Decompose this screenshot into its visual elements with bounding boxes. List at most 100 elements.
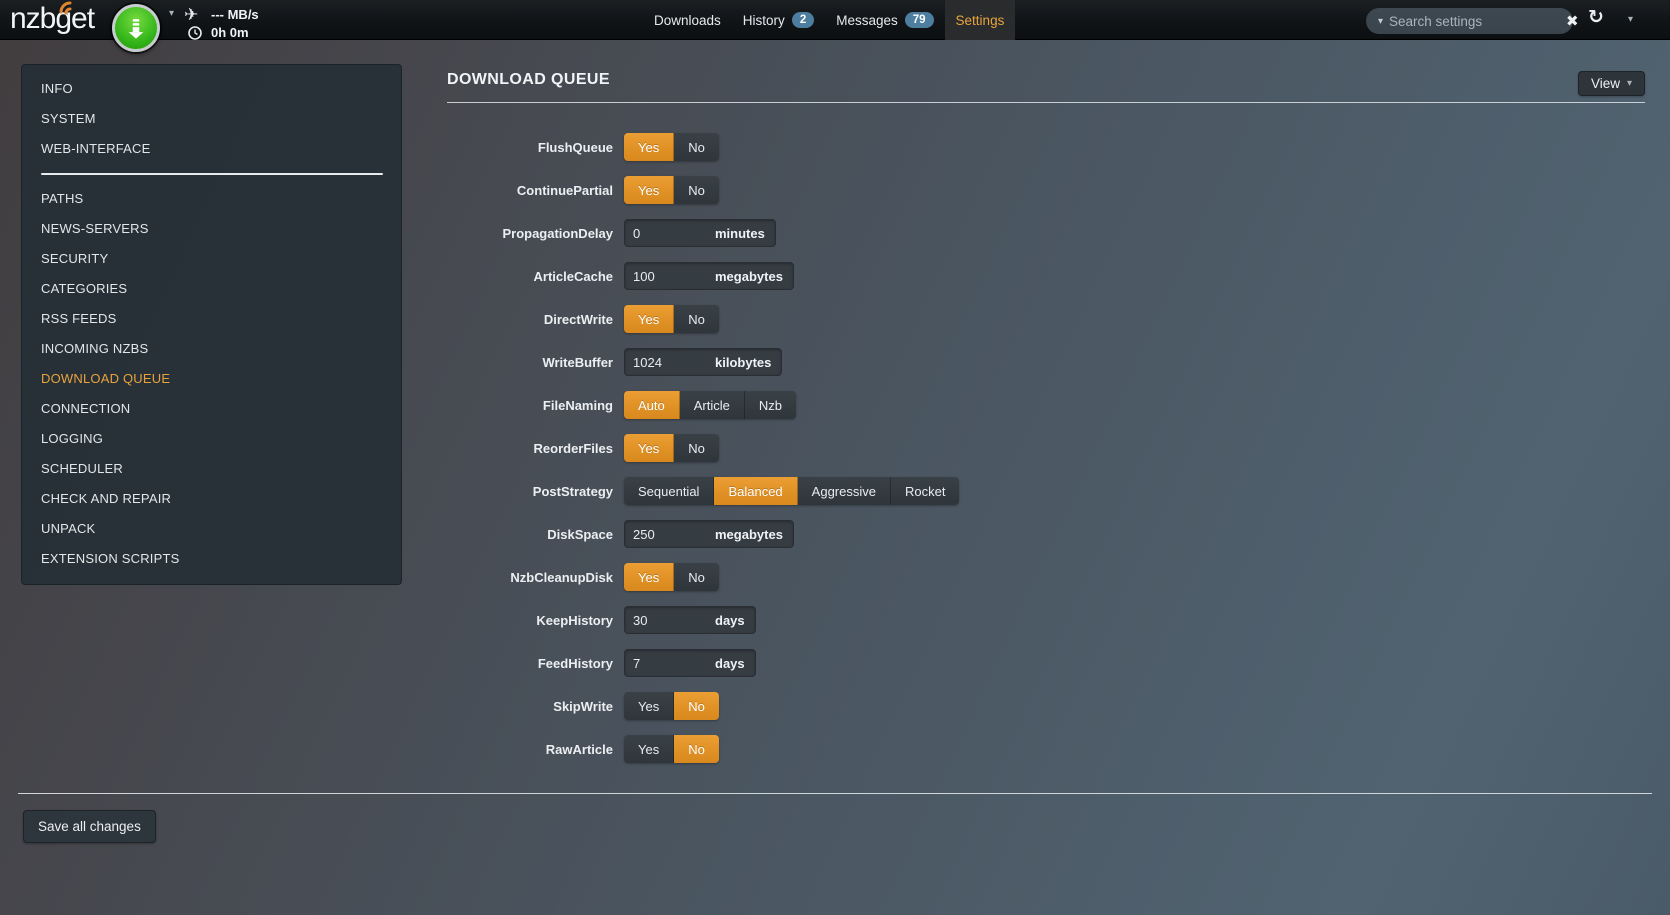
- logo-signal-icon: [59, 1, 72, 15]
- nav-tab-label: Downloads: [654, 12, 721, 28]
- sidebar-item-news-servers[interactable]: NEWS-SERVERS: [41, 221, 149, 236]
- continuepartial-option-yes[interactable]: Yes: [624, 176, 675, 204]
- save-all-changes-button[interactable]: Save all changes: [23, 810, 156, 843]
- search-clear-icon[interactable]: ✖: [1566, 12, 1579, 30]
- sidebar-divider: [41, 173, 383, 175]
- sidebar-item-security[interactable]: SECURITY: [41, 251, 109, 266]
- nav-tab-label: Messages: [836, 12, 898, 28]
- nav-badge: 79: [904, 12, 934, 28]
- footer-divider: [18, 793, 1652, 794]
- clock-icon: [188, 26, 202, 40]
- speed-indicator: --- MB/s: [211, 7, 259, 22]
- continuepartial-option-no[interactable]: No: [674, 176, 719, 204]
- refresh-menu-caret-icon[interactable]: ▾: [1628, 14, 1634, 25]
- time-left-indicator: 0h 0m: [211, 25, 249, 40]
- setting-label: SkipWrite: [553, 698, 613, 714]
- unit-label: days: [715, 655, 745, 671]
- nav-tab-downloads[interactable]: Downloads: [643, 0, 732, 40]
- setting-row-diskspace: DiskSpace megabytes: [447, 520, 1645, 548]
- search-box[interactable]: ▾ ✖: [1366, 8, 1579, 34]
- filenaming-switch: Auto Article Nzb: [624, 391, 796, 419]
- sidebar-item-extension-scripts[interactable]: EXTENSION SCRIPTS: [41, 551, 180, 566]
- sidebar-item-info[interactable]: INFO: [41, 81, 73, 96]
- poststrategy-option-aggressive[interactable]: Aggressive: [797, 477, 891, 505]
- setting-label: PropagationDelay: [502, 225, 613, 241]
- title-divider: [447, 102, 1645, 103]
- sidebar-item-web-interface[interactable]: WEB-INTERFACE: [41, 141, 151, 156]
- diskspace-input[interactable]: [625, 526, 713, 542]
- sidebar-menu: INFO SYSTEM WEB-INTERFACE PATHS NEWS-SERVERS…: [22, 74, 401, 574]
- top-bar: nzbget ▾ ✈ --- MB/s 0h 0m Downloads Histo…: [0, 0, 1670, 52]
- nav-tab-settings[interactable]: Settings: [944, 0, 1016, 40]
- poststrategy-option-rocket[interactable]: Rocket: [890, 477, 960, 505]
- nav-tab-messages[interactable]: Messages 79: [825, 0, 944, 40]
- sidebar-item-categories[interactable]: CATEGORIES: [41, 281, 128, 296]
- refresh-icon[interactable]: ↻: [1588, 7, 1604, 28]
- search-input[interactable]: [1389, 13, 1567, 29]
- setting-row-skipwrite: SkipWrite Yes No: [447, 692, 1645, 720]
- writebuffer-input[interactable]: [625, 354, 713, 370]
- reorderfiles-option-no[interactable]: No: [674, 434, 719, 462]
- sidebar-item-paths[interactable]: PATHS: [41, 191, 84, 206]
- nzbcleanupdisk-option-yes[interactable]: Yes: [624, 563, 675, 591]
- poststrategy-option-balanced[interactable]: Balanced: [714, 477, 798, 505]
- setting-label: RawArticle: [545, 741, 613, 757]
- reorderfiles-option-yes[interactable]: Yes: [624, 434, 675, 462]
- airplane-icon: ✈: [184, 5, 199, 24]
- feedhistory-input[interactable]: [625, 655, 713, 671]
- settings-sidebar: INFO SYSTEM WEB-INTERFACE PATHS NEWS-SERVERS…: [21, 64, 402, 585]
- poststrategy-option-sequential[interactable]: Sequential: [624, 477, 715, 505]
- skipwrite-option-yes[interactable]: Yes: [624, 692, 675, 720]
- sidebar-item-download-queue[interactable]: DOWNLOAD QUEUE: [41, 371, 171, 386]
- setting-row-continuepartial: ContinuePartial Yes No: [447, 176, 1645, 204]
- articlecache-input[interactable]: [625, 268, 713, 284]
- view-button[interactable]: View ▾: [1577, 71, 1645, 96]
- nav-tab-history[interactable]: History 2: [732, 0, 825, 40]
- directwrite-option-yes[interactable]: Yes: [624, 305, 675, 333]
- sidebar-item-logging[interactable]: LOGGING: [41, 431, 104, 446]
- flushqueue-option-no[interactable]: No: [674, 133, 719, 161]
- settings-content: DOWNLOAD QUEUE View ▾ FlushQueue Yes No Con…: [447, 62, 1645, 778]
- skipwrite-option-no[interactable]: No: [674, 692, 719, 720]
- download-play-button[interactable]: [112, 4, 160, 52]
- directwrite-option-no[interactable]: No: [674, 305, 719, 333]
- sidebar-item-connection[interactable]: CONNECTION: [41, 401, 131, 416]
- download-menu-caret-icon[interactable]: ▾: [169, 8, 175, 19]
- flushqueue-option-yes[interactable]: Yes: [624, 133, 675, 161]
- page-title: DOWNLOAD QUEUE: [447, 71, 610, 88]
- view-caret-icon: ▾: [1626, 78, 1632, 89]
- download-arrow-icon: [128, 19, 144, 39]
- nav-tab-label: History: [742, 12, 785, 28]
- rawarticle-option-yes[interactable]: Yes: [624, 735, 675, 763]
- sidebar-item-rss-feeds[interactable]: RSS FEEDS: [41, 311, 117, 326]
- setting-label: KeepHistory: [536, 612, 613, 628]
- setting-row-poststrategy: PostStrategy Sequential Balanced Aggressive…: [447, 477, 1645, 505]
- setting-label: ReorderFiles: [533, 440, 613, 456]
- sidebar-item-incoming-nzbs[interactable]: INCOMING NZBS: [41, 341, 149, 356]
- propagationdelay-input[interactable]: [625, 225, 713, 241]
- directwrite-switch: Yes No: [624, 305, 719, 333]
- setting-row-nzbcleanupdisk: NzbCleanupDisk Yes No: [447, 563, 1645, 591]
- nav-badge: 2: [791, 12, 815, 28]
- nzbcleanupdisk-option-no[interactable]: No: [674, 563, 719, 591]
- rawarticle-option-no[interactable]: No: [674, 735, 719, 763]
- sidebar-item-scheduler[interactable]: SCHEDULER: [41, 461, 123, 476]
- setting-label: DiskSpace: [547, 526, 613, 542]
- unit-label: minutes: [715, 225, 765, 241]
- search-options-caret-icon[interactable]: ▾: [1378, 15, 1384, 27]
- filenaming-option-auto[interactable]: Auto: [624, 391, 680, 419]
- setting-row-propagationdelay: PropagationDelay minutes: [447, 219, 1645, 247]
- flushqueue-switch: Yes No: [624, 133, 719, 161]
- sidebar-item-unpack[interactable]: UNPACK: [41, 521, 96, 536]
- sidebar-item-system[interactable]: SYSTEM: [41, 111, 96, 126]
- unit-label: days: [715, 612, 745, 628]
- setting-label: DirectWrite: [543, 311, 613, 327]
- keephistory-input[interactable]: [625, 612, 713, 628]
- filenaming-option-nzb[interactable]: Nzb: [744, 391, 796, 419]
- setting-label: NzbCleanupDisk: [510, 569, 613, 585]
- sidebar-item-check-and-repair[interactable]: CHECK AND REPAIR: [41, 491, 172, 506]
- view-button-label: View: [1590, 76, 1620, 91]
- filenaming-option-article[interactable]: Article: [679, 391, 745, 419]
- nzbcleanupdisk-switch: Yes No: [624, 563, 719, 591]
- setting-row-directwrite: DirectWrite Yes No: [447, 305, 1645, 333]
